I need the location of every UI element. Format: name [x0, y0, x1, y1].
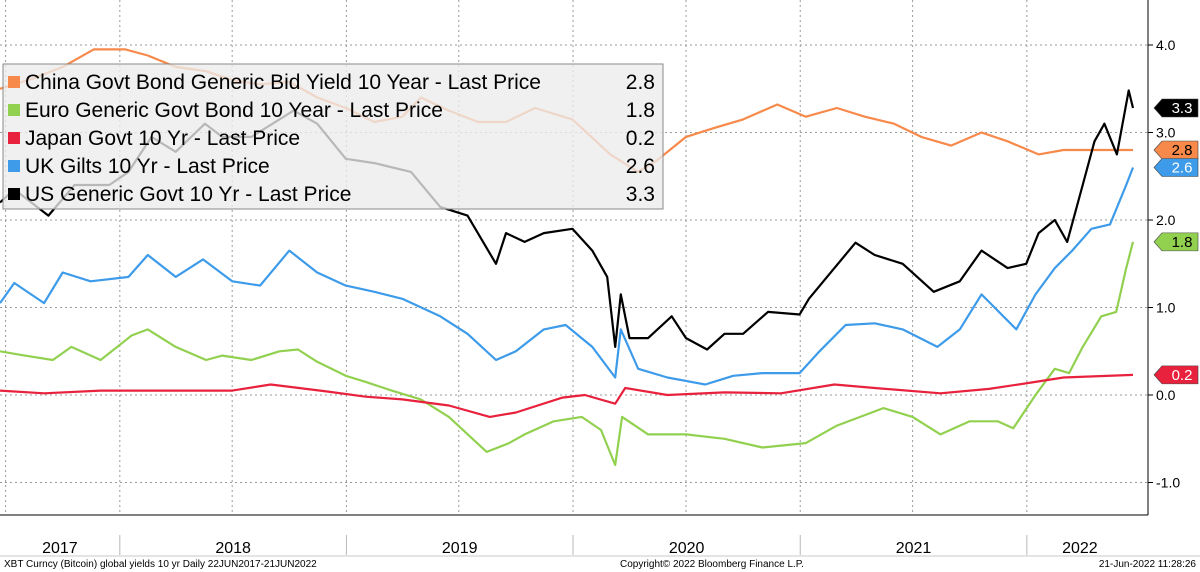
footer-center-text: Copyright© 2022 Bloomberg Finance L.P. — [620, 559, 804, 570]
x-year-label: 2020 — [669, 540, 705, 557]
y-axis-ticks: 4.0 3.0 2.0 1.0 0.0 -1.0 — [1148, 37, 1180, 491]
last-value-tag — [1153, 365, 1199, 385]
legend-swatch — [8, 104, 20, 116]
footer-left-text: XBT Curncy (Bitcoin) global yields 10 yr… — [4, 559, 317, 570]
legend-last-value: 3.3 — [626, 183, 655, 206]
last-value-tag — [1153, 232, 1199, 252]
footer: XBT Curncy (Bitcoin) global yields 10 yr… — [4, 559, 1196, 570]
footer-right-text: 21-Jun-2022 11:28:26 — [1099, 559, 1197, 570]
legend-label: US Generic Govt 10 Yr - Last Price — [25, 183, 351, 206]
series-line — [0, 241, 1135, 467]
y-tick-label: 3.0 — [1156, 125, 1176, 141]
y-tick-label: -1.0 — [1156, 475, 1180, 491]
last-value-tags: 2.8 1.8 0.2 2.6 3.3 — [1153, 98, 1199, 385]
x-year-label: 2022 — [1062, 540, 1098, 557]
legend-last-value: 0.2 — [626, 127, 655, 150]
x-year-label: 2019 — [442, 540, 478, 557]
legend-label: China Govt Bond Generic Bid Yield 10 Yea… — [25, 71, 541, 94]
x-year-label: 2017 — [42, 540, 78, 557]
legend-label: UK Gilts 10 Yr - Last Price — [25, 155, 270, 178]
legend-swatch — [8, 188, 20, 200]
x-axis-labels: 2017 2018 2019 2020 2021 2022 — [42, 535, 1098, 557]
last-value-tag — [1153, 140, 1199, 160]
last-value-label: 1.8 — [1172, 234, 1193, 251]
series-line — [0, 373, 1134, 418]
last-value-label: 2.8 — [1172, 142, 1193, 159]
y-tick-label: 4.0 — [1156, 37, 1176, 53]
legend-last-value: 2.6 — [626, 155, 655, 178]
last-value-label: 0.2 — [1172, 367, 1193, 384]
last-value-label: 3.3 — [1172, 100, 1193, 117]
x-year-label: 2018 — [215, 540, 251, 557]
legend: China Govt Bond Generic Bid Yield 10 Yea… — [2, 63, 664, 210]
legend-box — [2, 63, 664, 210]
legend-swatch — [8, 76, 20, 88]
last-value-tag — [1153, 98, 1199, 118]
series-line — [0, 167, 1135, 386]
y-tick-label: 0.0 — [1156, 387, 1176, 403]
legend-last-value: 2.8 — [626, 71, 655, 94]
legend-label: Euro Generic Govt Bond 10 Year - Last Pr… — [25, 99, 443, 122]
y-tick-label: 1.0 — [1156, 300, 1176, 316]
legend-last-value: 1.8 — [626, 99, 655, 122]
last-value-tag — [1153, 158, 1199, 177]
legend-swatch — [8, 132, 20, 144]
y-tick-label: 2.0 — [1156, 212, 1176, 228]
x-year-label: 2021 — [896, 540, 932, 557]
legend-label: Japan Govt 10 Yr - Last Price — [25, 127, 300, 150]
axes — [0, 0, 1200, 557]
legend-swatch — [8, 160, 20, 172]
last-value-label: 2.6 — [1172, 160, 1193, 177]
